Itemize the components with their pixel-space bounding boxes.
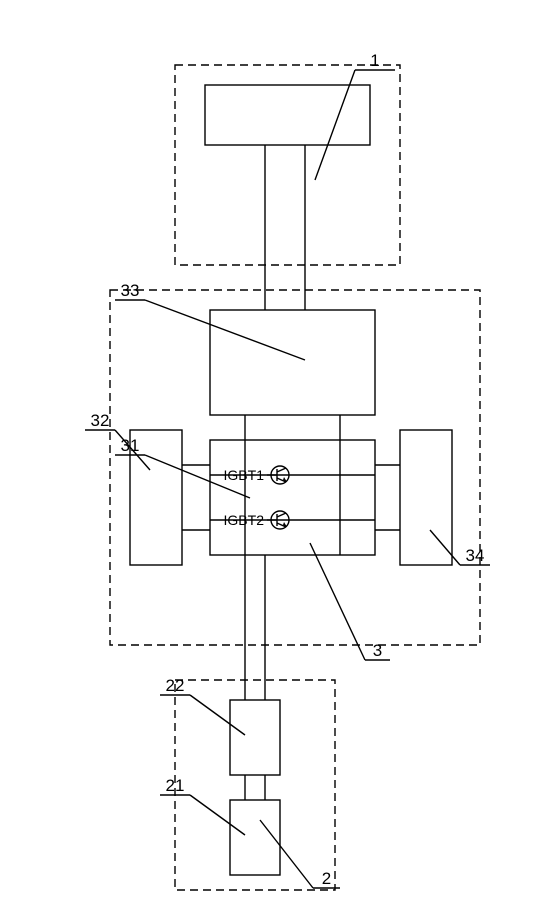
igbt-label: IGBT1 (224, 467, 265, 483)
block-bc (210, 440, 375, 555)
group-box-g2 (175, 680, 335, 890)
leader-32 (85, 430, 150, 470)
group-box-g3 (110, 290, 480, 645)
block-b1 (205, 85, 370, 145)
ref-label: 32 (91, 411, 110, 430)
igbt-label: IGBT2 (224, 512, 265, 528)
ref-label: 21 (166, 776, 185, 795)
ref-label: 33 (121, 281, 140, 300)
ref-label: 3 (373, 641, 382, 660)
leader-22 (160, 695, 245, 735)
block-b22 (230, 700, 280, 775)
leader-21 (160, 795, 245, 835)
block-b21 (230, 800, 280, 875)
block-b34 (400, 430, 452, 565)
ref-label: 22 (166, 676, 185, 695)
leader-1 (315, 70, 395, 180)
ref-label: 31 (121, 436, 140, 455)
ref-label: 2 (322, 869, 331, 888)
ref-label: 34 (466, 546, 485, 565)
group-box-g1 (175, 65, 400, 265)
ref-label: 1 (370, 51, 379, 70)
block-b33 (210, 310, 375, 415)
